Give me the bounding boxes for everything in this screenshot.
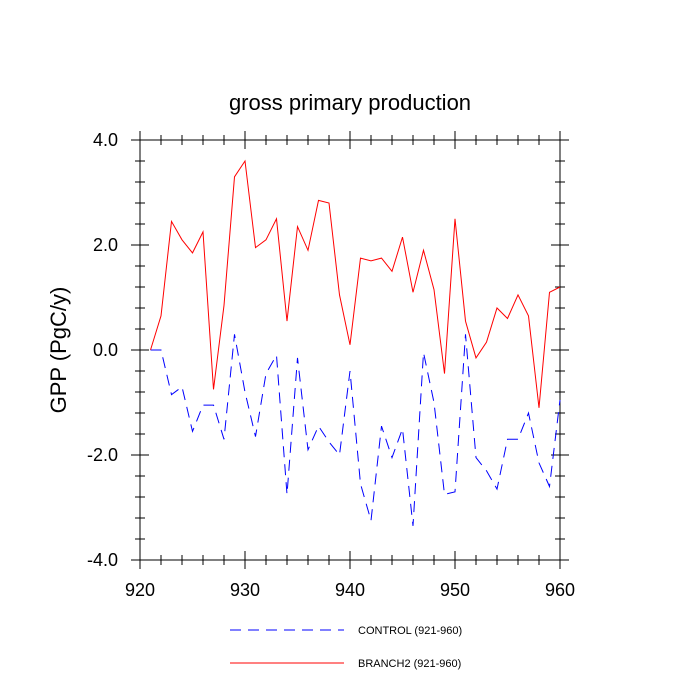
legend-label: CONTROL (921-960) bbox=[358, 625, 462, 637]
y-axis-label: GPP (PgC/y) bbox=[46, 287, 71, 414]
series-lines bbox=[150, 159, 561, 526]
x-tick-label: 960 bbox=[545, 580, 575, 600]
tick-labels: 920 930 940 950 960 -4.0 -2.0 0.0 2.0 4.0 bbox=[87, 130, 575, 600]
y-tick-label: -2.0 bbox=[87, 445, 118, 465]
series-line-control-921-960 bbox=[150, 334, 561, 526]
y-tick-label: -4.0 bbox=[87, 550, 118, 570]
x-tick-label: 930 bbox=[230, 580, 260, 600]
legend: CONTROL (921-960) BRANCH2 (921-960) bbox=[230, 625, 462, 670]
x-tick-label: 940 bbox=[335, 580, 365, 600]
chart-title: gross primary production bbox=[229, 90, 471, 115]
series-line-branch2-921-960 bbox=[150, 159, 561, 408]
legend-label: BRANCH2 (921-960) bbox=[358, 658, 461, 670]
x-tick-label: 920 bbox=[125, 580, 155, 600]
plot-frame bbox=[139, 139, 561, 561]
y-tick-label: 4.0 bbox=[93, 130, 118, 150]
x-tick-label: 950 bbox=[440, 580, 470, 600]
y-tick-label: 2.0 bbox=[93, 235, 118, 255]
axis-ticks bbox=[131, 131, 569, 569]
y-tick-label: 0.0 bbox=[93, 340, 118, 360]
